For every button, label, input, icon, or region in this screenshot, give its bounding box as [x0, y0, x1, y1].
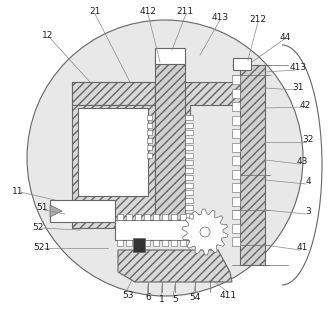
Bar: [232, 156, 240, 165]
Bar: [240, 65, 265, 265]
Bar: [147, 130, 152, 135]
Bar: [232, 102, 240, 111]
Bar: [189, 240, 195, 246]
Polygon shape: [72, 82, 248, 118]
Text: 1: 1: [159, 295, 165, 305]
Bar: [185, 213, 193, 217]
Bar: [153, 214, 159, 220]
Text: 6: 6: [145, 294, 151, 302]
Text: 411: 411: [219, 290, 237, 300]
Bar: [185, 182, 193, 187]
Bar: [232, 129, 240, 138]
Bar: [232, 169, 240, 179]
Bar: [162, 240, 168, 246]
Text: 43: 43: [296, 158, 308, 167]
Text: 211: 211: [176, 8, 194, 16]
Text: 42: 42: [299, 100, 310, 110]
Text: 52: 52: [32, 224, 44, 232]
Text: 12: 12: [42, 31, 54, 39]
Circle shape: [200, 227, 210, 237]
Text: 44: 44: [279, 33, 291, 43]
Bar: [147, 152, 152, 158]
Bar: [153, 240, 159, 246]
Bar: [133, 238, 145, 252]
Bar: [78, 108, 148, 196]
Bar: [162, 214, 168, 220]
Bar: [232, 116, 240, 124]
Text: 53: 53: [122, 290, 134, 300]
Bar: [115, 220, 215, 240]
Bar: [232, 237, 240, 246]
Bar: [232, 183, 240, 192]
Bar: [185, 198, 193, 203]
Bar: [135, 214, 141, 220]
Bar: [155, 48, 185, 64]
Bar: [144, 214, 150, 220]
Bar: [126, 214, 132, 220]
Text: 51: 51: [36, 203, 48, 213]
Bar: [171, 240, 177, 246]
Bar: [233, 58, 251, 70]
Bar: [185, 190, 193, 195]
Polygon shape: [72, 105, 155, 228]
Bar: [185, 205, 193, 210]
Bar: [126, 240, 132, 246]
Bar: [180, 214, 186, 220]
Bar: [185, 152, 193, 158]
Bar: [232, 197, 240, 205]
Polygon shape: [118, 250, 232, 282]
Bar: [185, 145, 193, 150]
Text: 11: 11: [12, 187, 24, 197]
Bar: [185, 175, 193, 180]
Text: 32: 32: [302, 135, 314, 145]
Bar: [147, 123, 152, 128]
Bar: [198, 240, 204, 246]
Bar: [117, 214, 123, 220]
Bar: [171, 214, 177, 220]
Text: 21: 21: [89, 8, 101, 16]
Text: 54: 54: [189, 294, 201, 302]
Bar: [185, 168, 193, 173]
Bar: [135, 240, 141, 246]
Bar: [198, 214, 204, 220]
Bar: [185, 115, 193, 120]
Text: 31: 31: [292, 83, 304, 93]
Bar: [147, 138, 152, 142]
Text: 413: 413: [289, 64, 307, 72]
Bar: [185, 130, 193, 135]
Text: 3: 3: [305, 208, 311, 216]
Bar: [50, 200, 115, 222]
Bar: [207, 214, 213, 220]
Bar: [232, 142, 240, 152]
Bar: [147, 115, 152, 120]
Bar: [144, 240, 150, 246]
Bar: [232, 75, 240, 84]
Bar: [147, 145, 152, 150]
Bar: [155, 55, 185, 228]
Text: 413: 413: [212, 14, 229, 22]
Bar: [185, 138, 193, 142]
Polygon shape: [182, 209, 228, 255]
Bar: [207, 240, 213, 246]
Bar: [180, 240, 186, 246]
Bar: [232, 210, 240, 219]
Polygon shape: [72, 82, 155, 105]
Text: 4: 4: [305, 177, 311, 186]
Bar: [189, 214, 195, 220]
Bar: [117, 240, 123, 246]
Circle shape: [27, 20, 303, 296]
Bar: [185, 123, 193, 128]
Polygon shape: [50, 205, 62, 217]
Bar: [232, 89, 240, 98]
Text: 212: 212: [250, 15, 266, 25]
Text: 5: 5: [172, 295, 178, 305]
Text: 521: 521: [33, 243, 51, 253]
Bar: [232, 224, 240, 232]
Bar: [185, 160, 193, 165]
Text: 412: 412: [139, 8, 157, 16]
Text: 41: 41: [296, 243, 308, 253]
